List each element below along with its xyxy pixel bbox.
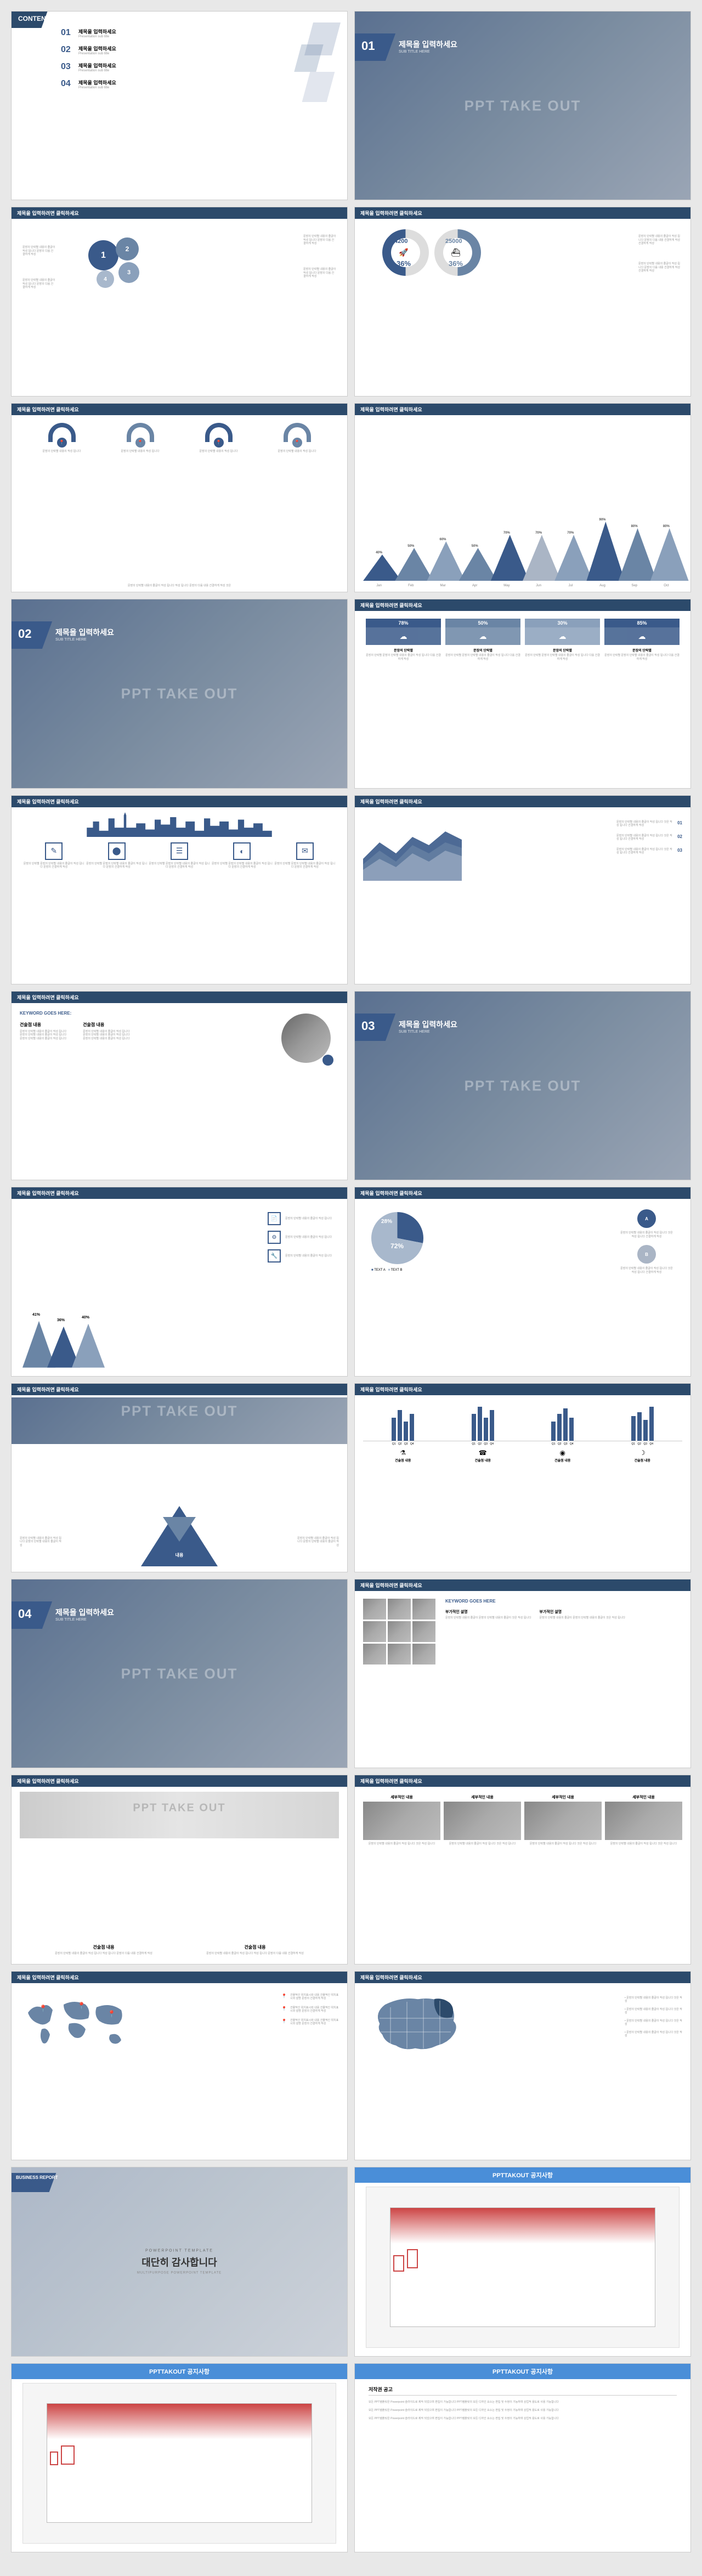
china-map-icon <box>363 1991 467 2059</box>
mail-icon: ✉ <box>296 842 314 860</box>
content-title: CONTENT <box>18 15 50 22</box>
peak-bar <box>363 554 401 581</box>
pie-chart: 28% 72% <box>371 1212 423 1264</box>
slide-desk: 제목을 입력하려면 클릭하세요 PPT TAKE OUT 건술점 내용문장의 단… <box>11 1775 348 1964</box>
slide-arcs: 제목을 입력하려면 클릭하세요 4200 36% 🚀 25000 36% ⛴ 문… <box>354 207 691 396</box>
slide-pct-boxes: 제목을 입력하려면 클릭하세요 78% ☁ 문장의 단락별 문장의 단락별 문장… <box>354 599 691 788</box>
pin-icon: 📍 <box>281 2006 287 2013</box>
pct-box: 30% ☁ 문장의 단락별 문장의 단락별 문장의 단락별 내용의 줄글이 작성… <box>525 619 600 661</box>
slide-section-02: PPT TAKE OUT 02 제목을 입력하세요 SUB TITLE HERE <box>11 599 348 788</box>
slide-portraits: 제목을 입력하려면 클릭하세요 세부적인 내용문장의 단락별 내용의 줄글이 작… <box>354 1775 691 1964</box>
slide-content: CONTENT 01제목을 입력하세요Presentation sub titl… <box>11 11 348 200</box>
slide-keyword-photo: 제목을 입력하려면 클릭하세요 KEYWORD GOES HERE: 건술점 내… <box>11 991 348 1180</box>
gear-icon: ⚙ <box>268 1231 281 1244</box>
pin-icon: 📍 <box>39 2005 47 2012</box>
slide-area-list: 제목을 입력하려면 클릭하세요 문장의 단락별 내용의 줄글이 작성 됩니다 것… <box>354 795 691 984</box>
pct-box: 50% ☁ 문장의 단락별 문장의 단락별 문장의 단락별 내용의 줄글이 작성… <box>445 619 520 661</box>
pin-icon: 📍 <box>281 1994 287 2001</box>
bar-group: Q1Q2Q3Q4☎건술점 내용 <box>443 1403 523 1564</box>
slide-section-03: PPT TAKE OUT 03 제목을 입력하세요 SUB TITLE HERE <box>354 991 691 1180</box>
photo-circle <box>281 1014 331 1063</box>
peak-bar <box>523 535 561 581</box>
peak-bar <box>395 548 433 581</box>
slide-pie-ab: 제목을 입력하려면 클릭하세요 28% 72% ■ TEXT A ■ TEXT … <box>354 1187 691 1376</box>
slide-bar-groups: 제목을 입력하려면 클릭하세요 Q1Q2Q3Q4⚗건술점 내용Q1Q2Q3Q4☎… <box>354 1383 691 1572</box>
bar-group: Q1Q2Q3Q4◉건술점 내용 <box>523 1403 603 1564</box>
app-screenshot <box>366 2187 680 2347</box>
slide-peaks-rows: 제목을 입력하려면 클릭하세요 41% 36% 40% 📄문장의 단락별 내용의… <box>11 1187 348 1376</box>
slide-china-map: 제목을 입력하려면 클릭하세요 • 문장의 단락별 내용의 줄글이 작성 됩니다… <box>354 1971 691 2160</box>
menu-icon: ☰ <box>171 842 188 860</box>
slide-circles: 제목을 입력하려면 클릭하세요 1 2 3 4 문장의 단락별 내용의 줄글이 … <box>11 207 348 396</box>
peak-3 <box>72 1324 105 1368</box>
slide-notice-2: PPTTAKOUT 공지사항 <box>11 2363 348 2552</box>
wrench-icon: 🔧 <box>268 1249 281 1262</box>
slide-world-map: 제목을 입력하려면 클릭하세요 📍 📍 📍 📍건물적인 위치표시와 내용 건물적… <box>11 1971 348 2160</box>
content-list: 01제목을 입력하세요Presentation sub title 02제목을 … <box>61 28 116 96</box>
doc-icon: 📄 <box>268 1212 281 1225</box>
pin-icon: 📍 <box>77 2002 86 2009</box>
slide-peaks-chart: 제목을 입력하려면 클릭하세요 40%Jan50%Feb60%Mar50%Apr… <box>354 403 691 592</box>
peak-bar <box>650 528 689 581</box>
pct-box: 85% ☁ 문장의 단락별 문장의 단락별 문장의 단락별 내용의 줄글이 작성… <box>604 619 680 661</box>
bar-group: Q1Q2Q3Q4☽건술점 내용 <box>603 1403 683 1564</box>
contrast-icon: ◐ <box>233 842 251 860</box>
skyline-icon <box>20 812 339 837</box>
peak-bar <box>619 528 657 581</box>
desk-photo <box>20 1792 339 1838</box>
bar-group: Q1Q2Q3Q4⚗건술점 내용 <box>363 1403 443 1564</box>
pencil-icon: ✎ <box>45 842 63 860</box>
circle-accent <box>322 1055 333 1066</box>
slides-grid: CONTENT 01제목을 입력하세요Presentation sub titl… <box>11 11 691 2552</box>
peak-bar <box>586 522 625 581</box>
circle-icon: ⬤ <box>108 842 126 860</box>
peaks-area: 40%Jan50%Feb60%Mar50%Apr70%May70%Jun70%J… <box>363 515 682 581</box>
section-num: 01 <box>361 39 375 53</box>
slide-section-04: PPT TAKE OUT 04 제목을 입력하세요 SUB TITLE HERE <box>11 1579 348 1768</box>
app-screenshot <box>22 2383 336 2544</box>
peak-bar <box>427 541 465 581</box>
slide-notice-3: PPTTAKOUT 공지사항 저작권 공고 모든 PPT템플릿은 Powerpo… <box>354 2363 691 2552</box>
pin-icon: 📍 <box>107 2010 116 2018</box>
pin-icon: 📍 <box>281 2019 287 2026</box>
slide-skyline: 제목을 입력하려면 클릭하세요 ✎문장의 단락별 문장의 단락별 내용의 줄글이… <box>11 795 348 984</box>
map-icon <box>20 1991 129 2057</box>
bars-container: Q1Q2Q3Q4⚗건술점 내용Q1Q2Q3Q4☎건술점 내용Q1Q2Q3Q4◉건… <box>363 1403 682 1564</box>
boxes-row: 78% ☁ 문장의 단락별 문장의 단락별 문장의 단락별 내용의 줄글이 작성… <box>366 619 680 661</box>
pct-box: 78% ☁ 문장의 단락별 문장의 단락별 문장의 단락별 내용의 줄글이 작성… <box>366 619 441 661</box>
peak-bar <box>554 535 593 581</box>
slide-photo-grid: 제목을 입력하려면 클릭하세요 KEYWORD GOES HERE 부가적인 설… <box>354 1579 691 1768</box>
peak-bar <box>491 535 529 581</box>
thumb-grid <box>363 1599 435 1665</box>
slide-notice-1: PPTTAKOUT 공지사항 <box>354 2167 691 2356</box>
slide-thanks: BUSINESS REPORT POWERPOINT TEMPLATE 대단히 … <box>11 2167 348 2356</box>
slide-section-01: PPT TAKE OUT 01 제목을 입력하세요 SUB TITLE HERE <box>354 11 691 200</box>
slide-waves: 제목을 입력하려면 클릭하세요 📍문장의 단락별 내용의 작성 됩니다 📍문장의… <box>11 403 348 592</box>
peak-bar <box>459 548 497 581</box>
area-chart <box>363 815 462 881</box>
slide-triangle: 제목을 입력하려면 클릭하세요 PPT TAKE OUT 내용 문장의 단락별 … <box>11 1383 348 1572</box>
